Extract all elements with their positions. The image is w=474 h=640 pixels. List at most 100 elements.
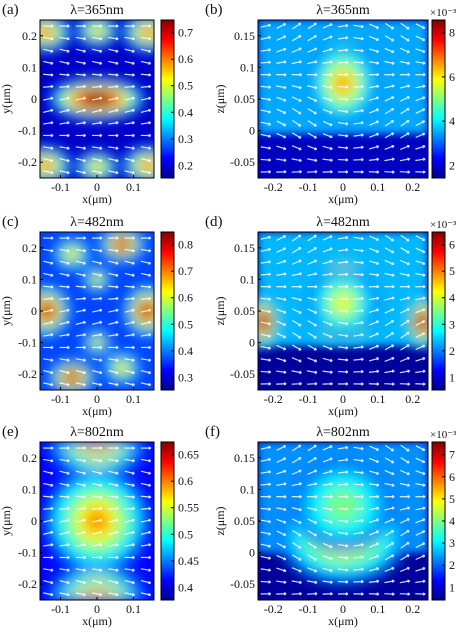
y-tick-label: -0.05 [230, 367, 255, 381]
colorbar-tick-label: 0.4 [178, 105, 193, 119]
x-axis-label: x(μm) [328, 614, 358, 628]
x-tick-label: 0.1 [126, 392, 141, 406]
colorbar-tick-label: 2 [449, 158, 455, 172]
y-tick-label: 0 [31, 304, 37, 318]
heatmap [40, 20, 154, 178]
colorbar-exponent: ×10⁻³ [430, 219, 457, 231]
colorbar-tick-label: 2 [449, 344, 455, 358]
x-axis-label: x(μm) [328, 404, 358, 418]
x-tick-label: -0.1 [299, 602, 318, 616]
y-tick-label: 0 [249, 336, 255, 350]
x-tick-label: 0 [340, 602, 346, 616]
colorbar-tick-label: 0.55 [178, 501, 199, 515]
colorbar-tick-label: 2 [449, 558, 455, 572]
colorbar-tick-label: 0.6 [178, 474, 193, 488]
colorbar [160, 19, 175, 179]
colorbar-tick-label: 0.4 [178, 344, 193, 358]
colorbar-tick-label: 0.7 [178, 264, 193, 278]
colorbar-tick-label: 0.45 [178, 554, 199, 568]
y-tick-label: 0.15 [234, 241, 255, 255]
colorbar-tick-label: 3 [449, 317, 455, 331]
colorbar-tick-label: 0.6 [178, 291, 193, 305]
colorbar-tick-label: 0.65 [178, 448, 199, 462]
y-tick-label: -0.05 [230, 155, 255, 169]
y-tick-label: 0 [31, 514, 37, 528]
colorbar-tick-label: 8 [449, 26, 455, 40]
field-arrows [260, 22, 426, 174]
colorbar-tick-label: 0.8 [178, 238, 193, 252]
field-arrows [43, 236, 152, 387]
colorbar-tick-label: 0.4 [178, 580, 193, 594]
colorbar-exponent: ×10⁻³ [430, 429, 457, 441]
colorbar [160, 441, 175, 601]
y-tick-label: 0.05 [234, 304, 255, 318]
x-tick-label: 0 [94, 602, 100, 616]
y-tick-label: 0.15 [234, 29, 255, 43]
x-tick-label: -0.1 [299, 180, 318, 194]
x-tick-label: 0 [340, 392, 346, 406]
colorbar-tick-label: 0.7 [178, 26, 193, 40]
y-axis-label: z(μm) [213, 84, 227, 113]
x-tick-label: 0.1 [370, 392, 385, 406]
y-tick-label: 0.1 [240, 482, 255, 496]
field-arrows [43, 24, 152, 175]
y-tick-label: 0.1 [22, 60, 37, 74]
y-tick-label: -0.2 [18, 367, 37, 381]
x-tick-label: 0.1 [126, 180, 141, 194]
x-tick-label: -0.2 [264, 602, 283, 616]
colorbar-tick-label: 0.3 [178, 370, 193, 384]
colorbar-tick-label: 6 [449, 470, 455, 484]
x-tick-label: -0.1 [51, 180, 70, 194]
colorbar-tick-label: 1 [449, 370, 455, 384]
x-tick-label: 0.2 [405, 392, 420, 406]
panel-b: (b) λ=365nm -0.2 -0.1 0 0.1 0.2 x(μm) 0.15 0.1 0.0… [205, 2, 457, 206]
colorbar-tick-label: 5 [449, 492, 455, 506]
panel-title: λ=365nm [70, 3, 124, 18]
colorbar-tick-label: 4 [449, 514, 455, 528]
x-tick-label: 0 [94, 180, 100, 194]
field-arrows [260, 444, 426, 596]
x-axis-label: x(μm) [82, 404, 112, 418]
field-arrows [260, 234, 426, 386]
y-tick-label: -0.2 [18, 577, 37, 591]
x-axis-label: x(μm) [82, 614, 112, 628]
y-tick-label: 0.15 [234, 451, 255, 465]
y-axis-label: y(μm) [0, 506, 13, 536]
panel-e: (e) λ=802nm -0.1 0 0.1 x(μm) 0.2 0.1 0 -0.1 -0.2 y(… [0, 424, 199, 628]
heatmap [40, 232, 154, 390]
colorbar [431, 231, 446, 391]
heatmap [258, 442, 428, 600]
panel-label: (e) [2, 424, 19, 440]
colorbar-tick-label: 6 [449, 238, 455, 252]
y-axis-label: y(μm) [0, 84, 13, 114]
panel-a: (a) λ=365nm -0.1 0 0.1 x(μm) 0.2 0.1 0 -0.1 -0.2 y(… [0, 2, 193, 206]
heatmap [258, 20, 428, 178]
colorbar [160, 231, 175, 391]
panel-title: λ=365nm [316, 3, 370, 18]
x-tick-label: 0.2 [405, 180, 420, 194]
colorbar-tick-label: 3 [449, 536, 455, 550]
y-axis-label: z(μm) [213, 506, 227, 535]
colorbar-tick-label: 0.5 [178, 527, 193, 541]
panel-f: (f) λ=802nm -0.2 -0.1 0 0.1 0.2 x(μm) 0.15 0.1 0.0… [205, 424, 457, 628]
panel-label: (f) [205, 424, 220, 440]
y-tick-label: -0.05 [230, 577, 255, 591]
y-tick-label: -0.2 [18, 155, 37, 169]
panel-title: λ=482nm [316, 215, 370, 230]
y-tick-label: -0.1 [18, 124, 37, 138]
x-tick-label: 0.1 [370, 180, 385, 194]
y-tick-label: 0 [31, 92, 37, 106]
panel-label: (a) [2, 2, 19, 18]
colorbar-tick-label: 4 [449, 114, 455, 128]
y-tick-label: 0.2 [22, 451, 37, 465]
x-axis-label: x(μm) [82, 192, 112, 206]
y-tick-label: -0.1 [18, 336, 37, 350]
colorbar-exponent: ×10⁻³ [430, 7, 457, 19]
y-tick-label: 0.05 [234, 92, 255, 106]
y-tick-label: 0.1 [22, 482, 37, 496]
y-axis-label: y(μm) [0, 296, 13, 326]
panel-label: (b) [205, 2, 223, 18]
colorbar-tick-label: 0.5 [178, 317, 193, 331]
x-tick-label: 0 [340, 180, 346, 194]
panel-label: (d) [205, 214, 223, 230]
